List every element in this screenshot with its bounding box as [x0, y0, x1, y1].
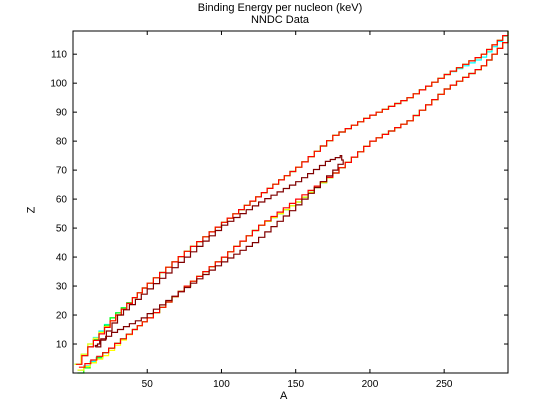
- x-tick-label: 250: [436, 379, 453, 390]
- y-tick-label: 100: [50, 79, 67, 90]
- axes-box: [72, 30, 509, 374]
- y-tick-label: 80: [56, 137, 68, 148]
- y-tick-label: 90: [56, 108, 68, 119]
- series-layer: [74, 31, 509, 374]
- x-axis-label: A: [280, 390, 288, 402]
- x-tick-label: 100: [213, 379, 230, 390]
- contour-1-upper: [74, 31, 509, 365]
- contour-2-upper: [74, 31, 509, 365]
- y-axis-label: Z: [25, 206, 38, 214]
- contour-3-lower: [78, 36, 509, 368]
- contour-0-upper: [74, 31, 509, 365]
- y-tick-label: 50: [56, 224, 68, 235]
- y-tick-label: 30: [56, 282, 68, 293]
- contour-4-loop: [94, 155, 344, 348]
- chart-title: Binding Energy per nucleon (keV): [197, 2, 363, 14]
- contour-3-upper: [76, 31, 509, 365]
- x-ticks: 50 100 150 200 250: [142, 31, 453, 390]
- x-tick-label: 200: [362, 379, 379, 390]
- y-tick-label: 60: [56, 195, 68, 206]
- y-tick-label: 20: [56, 311, 68, 322]
- chart-subtitle: NNDC Data: [250, 14, 310, 26]
- x-tick-label: 150: [287, 379, 304, 390]
- y-tick-label: 110: [51, 50, 67, 61]
- y-tick-label: 70: [56, 166, 68, 177]
- y-tick-label: 40: [56, 253, 68, 264]
- x-tick-label: 50: [142, 379, 154, 390]
- y-tick-label: 10: [56, 340, 68, 351]
- y-ticks: 10 20 30 40 50 60 70 80 90 100 110: [50, 50, 508, 351]
